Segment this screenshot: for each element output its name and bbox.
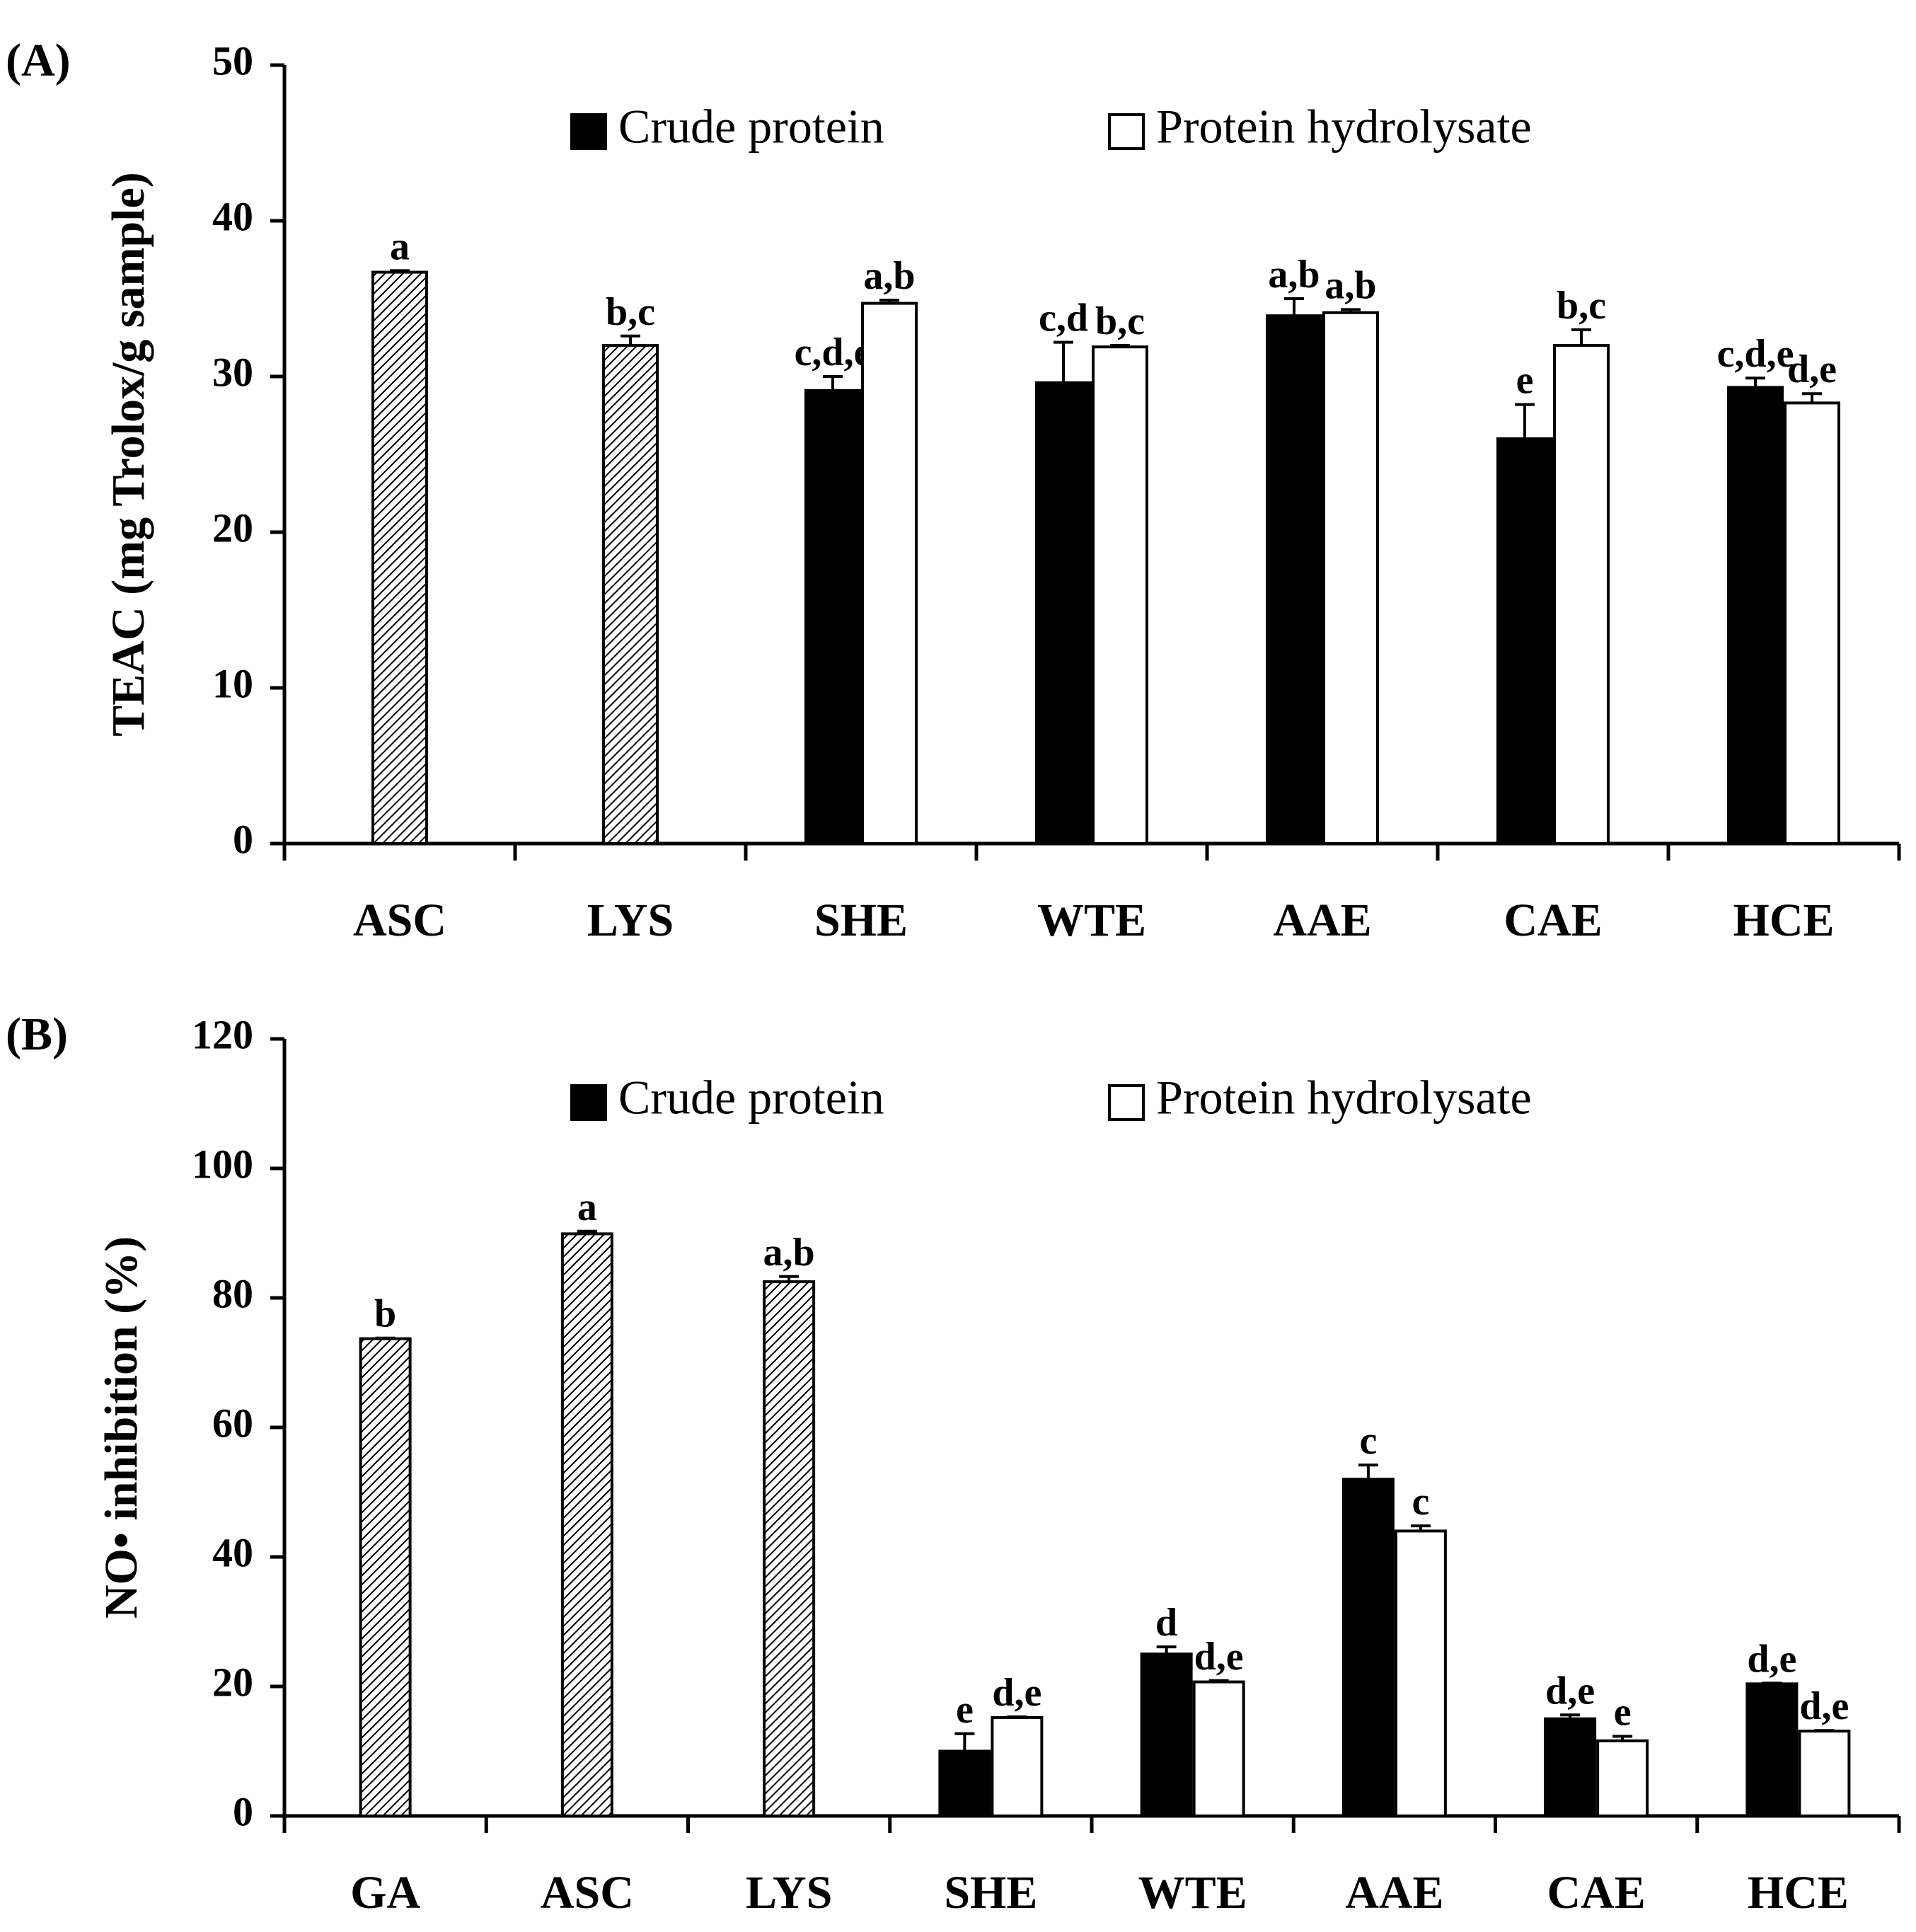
panel-a-y-tick-label: 40: [212, 193, 253, 239]
panel-b-bar-hydrolysate-hce-letter: d,e: [1799, 1684, 1849, 1728]
panel-a-category-label: AAE: [1273, 895, 1371, 946]
panel-b-y-tick-label: 60: [212, 1400, 253, 1446]
panel-b-y-axis-title: NO• inhibition (%): [96, 1236, 147, 1618]
panel-a-bar-ref-lys: [602, 344, 659, 845]
panel-b-y-tick-label: 0: [233, 1788, 253, 1834]
panel-b-bar-crude-she: [938, 1749, 991, 1817]
panel-a-bar-hydrolysate-cae: [1553, 344, 1610, 845]
panel-b-bar-ref-lys: [763, 1280, 816, 1817]
panel-a-bar-crude-cae-letter: e: [1516, 359, 1534, 403]
panel-a-bar-hydrolysate-wte: [1092, 345, 1148, 845]
panel-a-bar-hydrolysate-cae-letter: b,c: [1557, 284, 1606, 328]
panel-b-bar-crude-cae: [1544, 1717, 1597, 1817]
panel-b-category-label: CAE: [1547, 1867, 1645, 1919]
panel-a-y-tick-label: 10: [212, 660, 253, 706]
panel-a-category-label: WTE: [1037, 895, 1146, 946]
panel-a-bar-hydrolysate-aae-letter: a,b: [1325, 263, 1376, 307]
panel-a-bar-hydrolysate-she-letter: a,b: [863, 254, 915, 298]
panel-b-bar-crude-wte: [1140, 1652, 1193, 1817]
panel-b-bar-ref-lys-letter: a,b: [763, 1231, 815, 1275]
panel-a-legend-crude-swatch: [570, 113, 607, 150]
panel-a-bar-ref-asc-letter: a: [390, 224, 410, 268]
panel-a-legend-hydrolysate-swatch: [1108, 113, 1145, 150]
panel-a-legend-crude-label: Crude protein: [618, 100, 884, 154]
panel-b-y-tick-label: 100: [192, 1141, 253, 1187]
panel-a-bar-crude-aae: [1266, 314, 1322, 845]
panel-b-bar-ref-ga-letter: b: [374, 1292, 396, 1336]
panel-b-category-label: SHE: [944, 1867, 1037, 1919]
panel-b-bar-crude-hce-letter: d,e: [1747, 1637, 1796, 1681]
panel-b-category-label: HCE: [1748, 1867, 1849, 1919]
panel-a-bar-crude-wte-letter: c,d: [1039, 297, 1088, 340]
panel-b-bar-hydrolysate-wte-letter: d,e: [1194, 1635, 1244, 1679]
panel-b-y-tick-label: 120: [192, 1011, 253, 1057]
panel-a-bar-crude-she-letter: c,d,e: [795, 330, 872, 374]
panel-a-category-label: SHE: [814, 895, 908, 946]
panel-b-bar-hydrolysate-hce: [1798, 1730, 1851, 1818]
panel-a-bar-ref-lys-letter: b,c: [606, 290, 655, 334]
panel-b-bar-ref-asc: [560, 1232, 613, 1818]
panel-a-chart: (A) 0 10 20 30 40 50 TEAC (mg Trolox/g sample) A…: [6, 35, 1901, 946]
panel-b-legend-crude-label: Crude protein: [618, 1071, 884, 1125]
panel-b-bar-hydrolysate-she: [991, 1715, 1044, 1817]
panel-b-bar-hydrolysate-aae: [1394, 1529, 1447, 1817]
panel-a-y-axis-title: TEAC (mg Trolox/g sample): [103, 172, 154, 737]
panel-b-chart: (B) 0 20 40 60 80 100 120 NO• inhibition (%) GA AS…: [6, 1008, 1901, 1919]
panel-b-bar-crude-aae: [1341, 1478, 1395, 1817]
panel-b-bar-hydrolysate-she-letter: d,e: [992, 1671, 1041, 1715]
panel-a-y-tick-label: 50: [212, 38, 253, 84]
panel-b-category-label: GA: [350, 1867, 420, 1919]
panel-a-bar-crude-she: [804, 389, 861, 845]
panel-b-legend-hydrolysate-swatch: [1108, 1084, 1145, 1121]
panel-a-category-label: HCE: [1733, 895, 1834, 946]
panel-b-bar-crude-cae-letter: d,e: [1545, 1669, 1595, 1713]
panel-a-bar-ref-asc: [371, 270, 428, 846]
panel-b-category-label: ASC: [541, 1867, 634, 1919]
panel-a-y-tick-label: 30: [212, 349, 253, 395]
panel-a-bar-hydrolysate-she: [861, 301, 918, 846]
panel-a-bar-crude-hce: [1727, 386, 1784, 845]
panel-b-category-label: WTE: [1138, 1867, 1247, 1919]
panel-b-bar-hydrolysate-cae: [1596, 1739, 1649, 1818]
panel-b-bar-crude-wte-letter: d: [1155, 1601, 1177, 1645]
panel-b-bar-hydrolysate-aae-letter: c: [1412, 1480, 1429, 1524]
panel-a-bar-crude-aae-letter: a,b: [1268, 253, 1320, 297]
panel-b-y-tick-label: 40: [212, 1529, 253, 1575]
panel-b-bar-crude-she-letter: e: [956, 1688, 974, 1732]
panel-a-category-label: CAE: [1504, 895, 1602, 946]
panel-a-label: (A): [6, 35, 71, 86]
panel-a-bar-hydrolysate-wte-letter: b,c: [1095, 299, 1145, 343]
panel-b-bar-ref-ga: [359, 1337, 412, 1817]
panel-a-bar-hydrolysate-aae: [1322, 311, 1379, 845]
panel-a-y-tick-label: 0: [233, 816, 253, 862]
panel-b-y-tick-label: 20: [212, 1659, 253, 1705]
panel-b-label: (B): [6, 1008, 68, 1060]
panel-a-bar-hydrolysate-hce: [1784, 401, 1840, 845]
panel-b-category-label: LYS: [746, 1867, 832, 1919]
panel-b-bar-crude-hce: [1745, 1682, 1799, 1818]
panel-b-category-label: AAE: [1345, 1867, 1443, 1919]
panel-a-bar-hydrolysate-hce-letter: d,e: [1787, 347, 1837, 391]
panel-b-legend-crude-swatch: [570, 1084, 607, 1121]
panel-b-y-tick-label: 80: [212, 1270, 253, 1316]
panel-b-bar-hydrolysate-wte: [1192, 1680, 1245, 1817]
panel-a-bar-crude-wte: [1035, 381, 1092, 845]
panel-a-category-label: ASC: [353, 895, 446, 946]
panel-a-bar-crude-cae: [1496, 437, 1553, 845]
panel-a-category-label: LYS: [587, 895, 674, 946]
panel-b-legend-hydrolysate-label: Protein hydrolysate: [1156, 1071, 1532, 1125]
panel-b-bar-hydrolysate-cae-letter: e: [1614, 1690, 1632, 1734]
panel-a-y-tick-label: 20: [212, 505, 253, 551]
panel-b-bar-ref-asc-letter: a: [577, 1185, 597, 1229]
panel-b-bar-crude-aae-letter: c: [1359, 1419, 1377, 1463]
panel-a-legend-hydrolysate-label: Protein hydrolysate: [1156, 100, 1532, 154]
panel-a-bar-crude-hce-letter: c,d,e: [1717, 332, 1794, 376]
